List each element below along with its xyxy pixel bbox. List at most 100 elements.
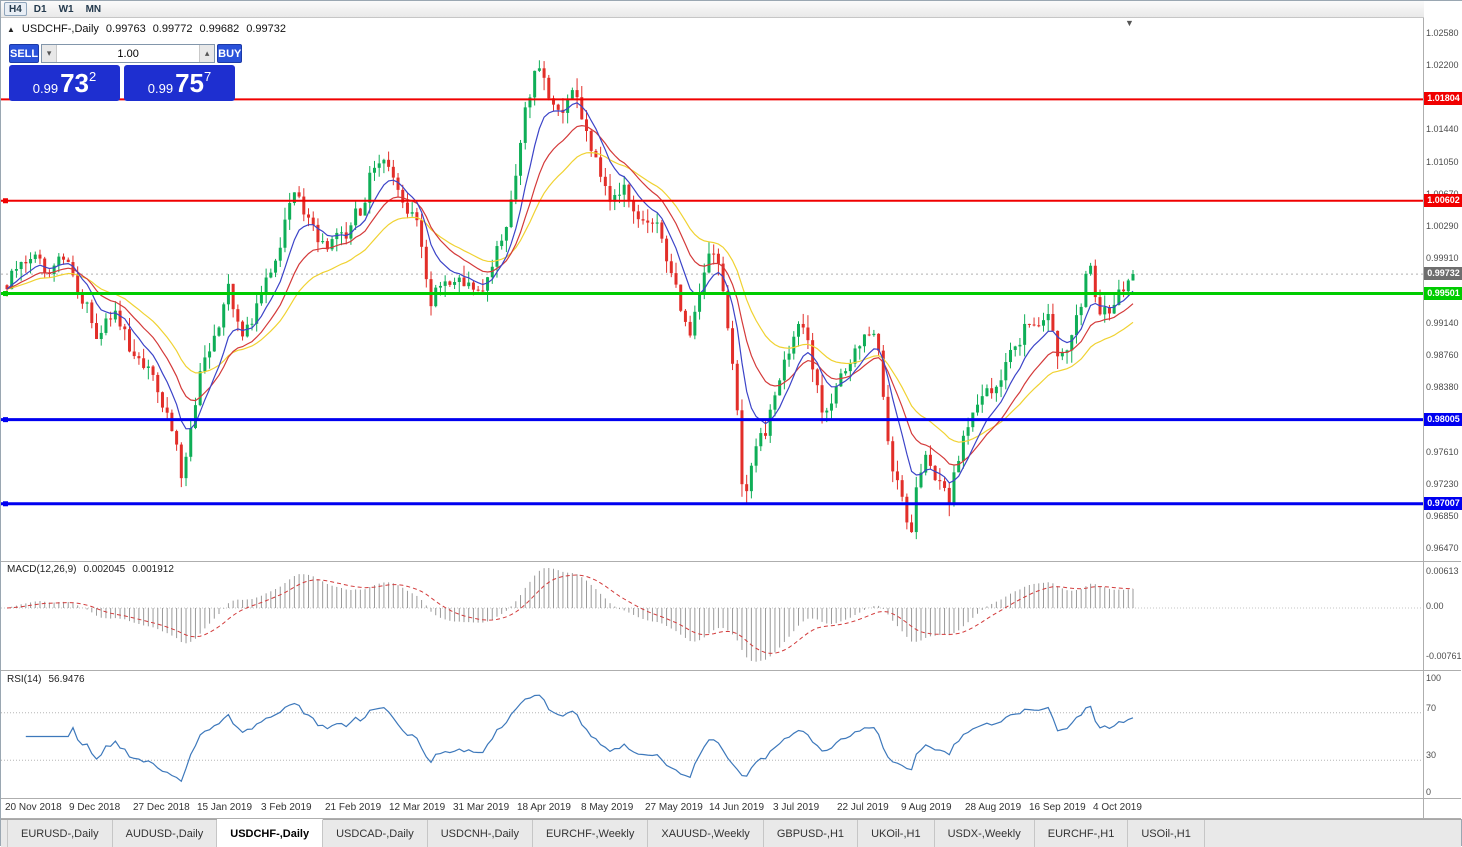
chart-title: ▲ USDCHF-,Daily 0.99763 0.99772 0.99682 … [7, 23, 286, 35]
sell-price-prefix: 0.99 [33, 81, 58, 96]
ma-mid-line [7, 126, 1133, 465]
price-axis-label: 0.98380 [1426, 382, 1459, 392]
date-axis-label: 16 Sep 2019 [1029, 802, 1086, 813]
rsi-value: 56.9476 [48, 674, 84, 685]
ohlc-high: 0.99772 [153, 23, 193, 35]
date-axis-label: 15 Jan 2019 [197, 802, 252, 813]
timeframe-button-d1[interactable]: D1 [29, 2, 52, 16]
date-axis-label: 27 Dec 2018 [133, 802, 190, 813]
date-axis-label: 3 Jul 2019 [773, 802, 819, 813]
chart-tab-eurchf-weekly[interactable]: EURCHF-,Weekly [533, 820, 648, 847]
price-axis-label: 1.01050 [1426, 157, 1459, 167]
chart-shift-marker-icon: ▼ [1125, 18, 1134, 28]
chart-symbol-timeframe: USDCHF-,Daily [22, 23, 99, 35]
rsi-axis-label: 100 [1426, 673, 1441, 683]
ma-slow-line [7, 153, 1133, 443]
chart-tab-eurusd-daily[interactable]: EURUSD-,Daily [7, 820, 113, 847]
chart-tab-usdcnh-daily[interactable]: USDCNH-,Daily [428, 820, 533, 847]
chart-tab-audusd-daily[interactable]: AUDUSD-,Daily [113, 820, 218, 847]
sell-price-sup: 2 [89, 69, 96, 84]
price-level-badge: 0.97007 [1424, 497, 1462, 510]
macd-signal-line [7, 575, 1133, 653]
sell-price-display[interactable]: 0.99732 [9, 65, 120, 101]
date-axis-label: 31 Mar 2019 [453, 802, 509, 813]
date-axis-label: 3 Feb 2019 [261, 802, 312, 813]
rsi-axis-label: 0 [1426, 787, 1431, 797]
price-axis-label: 1.00290 [1426, 221, 1459, 231]
current-price-badge: 0.99732 [1424, 267, 1462, 280]
price-level-badge: 0.98005 [1424, 413, 1462, 426]
hline-handle-1.00602[interactable] [3, 198, 8, 203]
date-axis-label: 18 Apr 2019 [517, 802, 571, 813]
date-axis-label: 9 Dec 2018 [69, 802, 120, 813]
date-axis-separator [1, 798, 1461, 799]
buy-price-display[interactable]: 0.99757 [124, 65, 235, 101]
rsi-axis-label: 30 [1426, 750, 1436, 760]
buy-price-prefix: 0.99 [148, 81, 173, 96]
price-axis-label: 0.99140 [1426, 318, 1459, 328]
hline-handle-0.98005[interactable] [3, 417, 8, 422]
hline-handle-0.97007[interactable] [3, 501, 8, 506]
volume-increase-button[interactable]: ▴ [199, 45, 214, 62]
date-axis-label: 28 Aug 2019 [965, 802, 1021, 813]
hline-handle-0.99501[interactable] [3, 291, 8, 296]
date-axis-label: 27 May 2019 [645, 802, 703, 813]
macd-indicator-label: MACD(12,26,9) 0.002045 0.001912 [7, 564, 174, 575]
sell-price-big: 73 [60, 66, 89, 100]
price-axis-label: 1.02200 [1426, 60, 1459, 70]
date-axis-label: 20 Nov 2018 [5, 802, 62, 813]
chart-tab-eurchf-h1[interactable]: EURCHF-,H1 [1035, 820, 1129, 847]
date-axis-label: 22 Jul 2019 [837, 802, 889, 813]
buy-price-big: 75 [175, 66, 204, 100]
price-axis-label: 0.96850 [1426, 511, 1459, 521]
date-axis-label: 14 Jun 2019 [709, 802, 764, 813]
volume-input[interactable] [57, 45, 199, 62]
chart-tab-usdchf-daily[interactable]: USDCHF-,Daily [217, 819, 323, 847]
timeframe-button-h4[interactable]: H4 [4, 2, 27, 16]
rsi-name: RSI(14) [7, 674, 41, 685]
chart-tab-bar: EURUSD-,DailyAUDUSD-,DailyUSDCHF-,DailyU… [1, 819, 1461, 847]
ohlc-low: 0.99682 [199, 23, 239, 35]
date-axis-label: 9 Aug 2019 [901, 802, 952, 813]
price-axis-label: 1.01440 [1426, 124, 1459, 134]
date-axis-label: 4 Oct 2019 [1093, 802, 1142, 813]
tabbar-separator [1, 818, 1461, 819]
macd-name: MACD(12,26,9) [7, 564, 76, 575]
ohlc-close: 0.99732 [246, 23, 286, 35]
date-axis-label: 21 Feb 2019 [325, 802, 381, 813]
price-axis-label: 1.02580 [1426, 28, 1459, 38]
price-axis-label: 0.97230 [1426, 479, 1459, 489]
timeframe-toolbar: H4 D1 W1 MN [1, 1, 1461, 18]
chart-tab-usdcad-daily[interactable]: USDCAD-,Daily [323, 820, 428, 847]
macd-axis-label: -0.00761 [1426, 651, 1462, 661]
macd-axis-label: 0.00613 [1426, 566, 1459, 576]
ohlc-open: 0.99763 [106, 23, 146, 35]
chart-tab-gbpusd-h1[interactable]: GBPUSD-,H1 [764, 820, 858, 847]
sell-button[interactable]: SELL [9, 44, 39, 63]
date-axis-label: 12 Mar 2019 [389, 802, 445, 813]
rsi-chart-canvas[interactable] [1, 671, 1423, 798]
volume-decrease-button[interactable]: ▾ [42, 45, 57, 62]
rsi-indicator-label: RSI(14) 56.9476 [7, 674, 85, 685]
pane-splitter-rsi[interactable] [1, 670, 1461, 671]
chart-tab-xauusd-weekly[interactable]: XAUUSD-,Weekly [648, 820, 763, 847]
rsi-axis-label: 70 [1426, 703, 1436, 713]
timeframe-button-w1[interactable]: W1 [54, 2, 79, 16]
buy-price-sup: 7 [204, 69, 211, 84]
macd-histogram [7, 568, 1133, 662]
chart-tab-usdx-weekly[interactable]: USDX-,Weekly [935, 820, 1035, 847]
timeframe-button-mn[interactable]: MN [81, 2, 107, 16]
buy-button[interactable]: BUY [217, 44, 242, 63]
pane-splitter-macd[interactable] [1, 561, 1461, 562]
chart-tab-usoil-h1[interactable]: USOil-,H1 [1128, 820, 1205, 847]
price-level-badge: 1.01804 [1424, 92, 1462, 105]
price-axis: 1.025801.022001.014401.010501.006701.002… [1424, 1, 1462, 819]
macd-chart-canvas[interactable] [1, 561, 1423, 671]
date-axis-label: 8 May 2019 [581, 802, 633, 813]
chart-tab-ukoil-h1[interactable]: UKOil-,H1 [858, 820, 935, 847]
macd-value-1: 0.002045 [83, 564, 125, 575]
price-axis-label: 0.99910 [1426, 253, 1459, 263]
price-level-badge: 1.00602 [1424, 194, 1462, 207]
date-axis: 20 Nov 2018 9 Dec 2018 27 Dec 2018 15 Jan 2… [1, 799, 1423, 817]
macd-value-2: 0.001912 [132, 564, 174, 575]
